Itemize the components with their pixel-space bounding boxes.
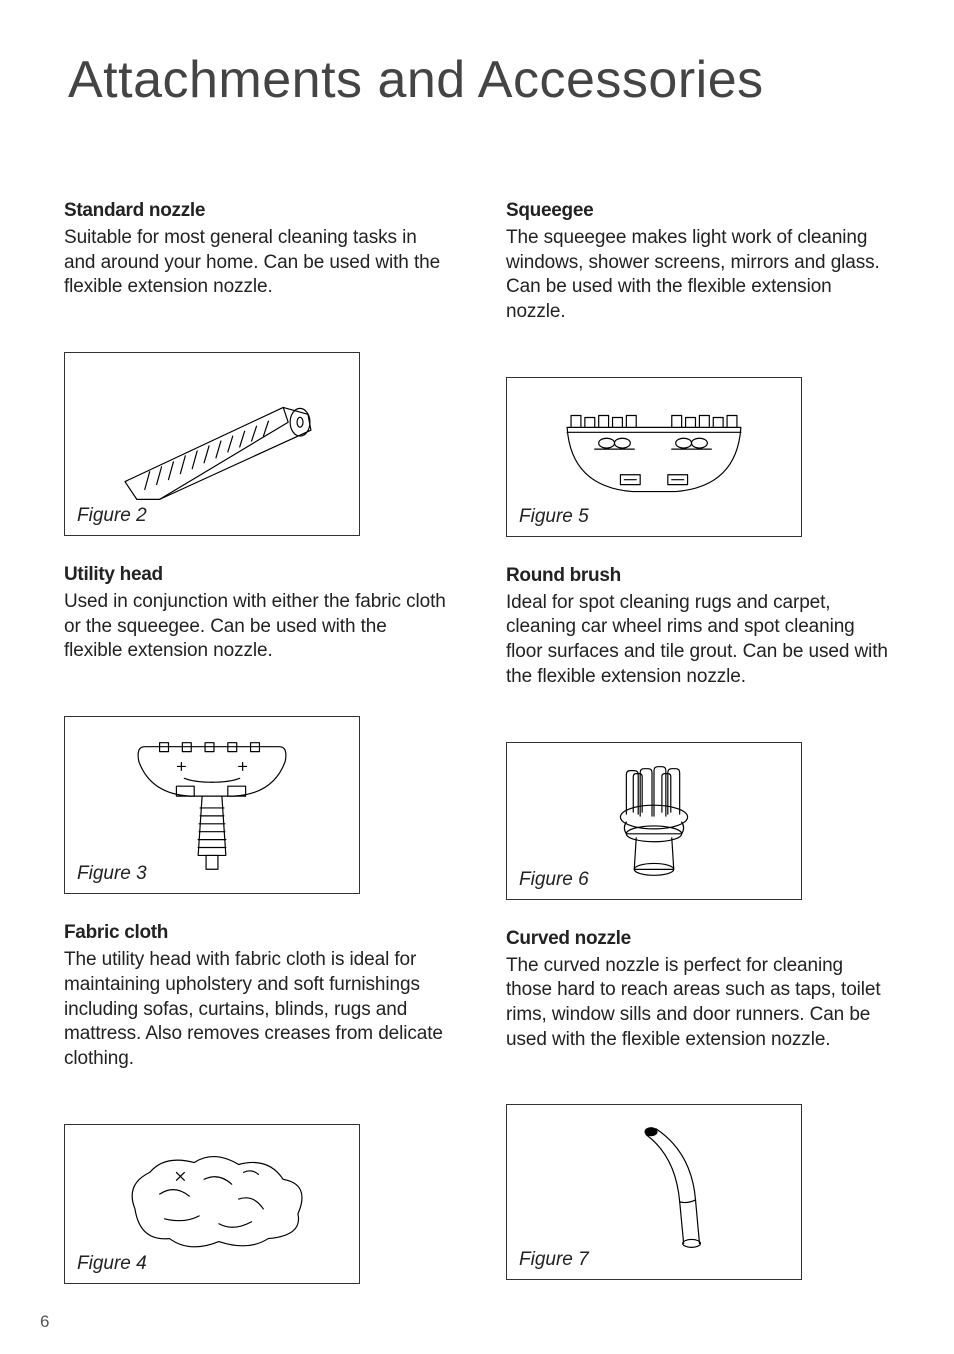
figure-caption: Figure 5	[519, 506, 589, 528]
body: The utility head with fabric cloth is id…	[64, 948, 448, 1071]
section-utility-head: Utility head Used in conjunction with ei…	[64, 564, 448, 664]
figure-caption: Figure 7	[519, 1249, 589, 1271]
columns: Standard nozzle Suitable for most genera…	[64, 200, 890, 1312]
page-number: 6	[40, 1312, 49, 1332]
figure-4: Figure 4	[64, 1124, 360, 1284]
figure-6: Figure 6	[506, 742, 802, 900]
heading: Squeegee	[506, 200, 890, 222]
figure-caption: Figure 2	[77, 505, 147, 527]
heading: Standard nozzle	[64, 200, 448, 222]
section-squeegee: Squeegee The squeegee makes light work o…	[506, 200, 890, 325]
section-round-brush: Round brush Ideal for spot cleaning rugs…	[506, 565, 890, 690]
right-column: Squeegee The squeegee makes light work o…	[506, 200, 890, 1312]
heading: Curved nozzle	[506, 928, 890, 950]
figure-7: Figure 7	[506, 1104, 802, 1280]
page-title: Attachments and Accessories	[68, 50, 890, 110]
figure-5: Figure 5	[506, 377, 802, 537]
body: The squeegee makes light work of cleanin…	[506, 226, 890, 325]
body: Ideal for spot cleaning rugs and carpet,…	[506, 591, 890, 690]
heading: Round brush	[506, 565, 890, 587]
left-column: Standard nozzle Suitable for most genera…	[64, 200, 448, 1312]
figure-2: Figure 2	[64, 352, 360, 536]
section-fabric-cloth: Fabric cloth The utility head with fabri…	[64, 922, 448, 1071]
figure-3: Figure 3	[64, 716, 360, 894]
section-standard-nozzle: Standard nozzle Suitable for most genera…	[64, 200, 448, 300]
heading: Utility head	[64, 564, 448, 586]
body: The curved nozzle is perfect for cleanin…	[506, 954, 890, 1053]
figure-caption: Figure 3	[77, 863, 147, 885]
figure-caption: Figure 4	[77, 1253, 147, 1275]
section-curved-nozzle: Curved nozzle The curved nozzle is perfe…	[506, 928, 890, 1053]
body: Suitable for most general cleaning tasks…	[64, 226, 448, 300]
figure-caption: Figure 6	[519, 869, 589, 891]
body: Used in conjunction with either the fabr…	[64, 590, 448, 664]
heading: Fabric cloth	[64, 922, 448, 944]
